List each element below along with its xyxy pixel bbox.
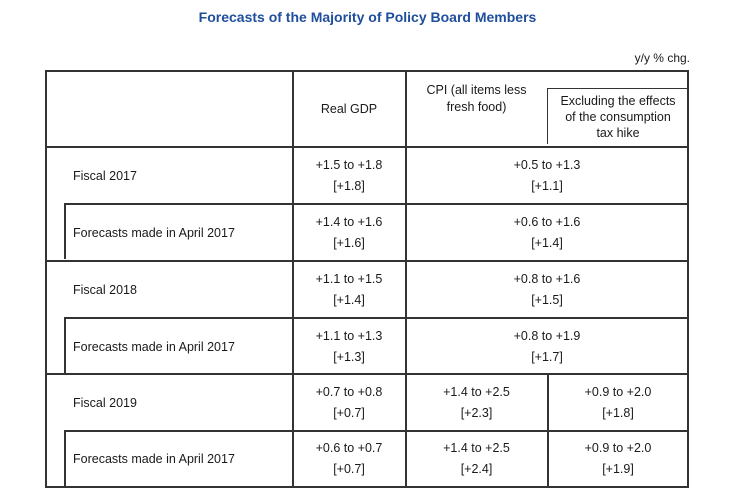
cpi-range: +0.8 to +1.6	[513, 271, 581, 286]
row-label-fiscal-2018: Fiscal 2018	[73, 282, 137, 297]
cpi-median: [+2.3]	[460, 405, 493, 420]
header-excl-tax: Excluding the effects of the consumption…	[547, 88, 688, 144]
forecast-table: Real GDP CPI (all items less fresh food)…	[45, 70, 689, 488]
excl-range: +0.9 to +2.0	[584, 384, 652, 399]
cpi-range: +1.4 to +2.5	[443, 384, 510, 399]
gdp-cell: +1.1 to +1.5 [+1.4]	[293, 262, 405, 317]
gdp-median: [+1.4]	[333, 292, 365, 307]
gdp-cell: +1.4 to +1.6 [+1.6]	[293, 205, 405, 260]
gdp-cell: +1.1 to +1.3 [+1.3]	[293, 319, 405, 374]
excl-median: [+1.8]	[602, 405, 634, 420]
row-label-fiscal-2019: Fiscal 2019	[73, 395, 137, 410]
gdp-cell: +0.7 to +0.8 [+0.7]	[293, 375, 405, 430]
gdp-median: [+0.7]	[333, 405, 365, 420]
cpi-range: +0.8 to +1.9	[513, 328, 581, 343]
gdp-cell: +1.5 to +1.8 [+1.8]	[293, 148, 405, 203]
excl-median: [+1.9]	[602, 462, 634, 476]
row-label-april-2017: Forecasts made in April 2017	[73, 339, 235, 354]
row-label-april-2017: Forecasts made in April 2017	[73, 452, 235, 466]
gdp-cell: +0.6 to +0.7 [+0.7]	[293, 432, 405, 486]
gdp-range: +0.6 to +0.7	[315, 441, 383, 455]
cpi-range: +0.5 to +1.3	[513, 157, 581, 172]
cpi-cell: +1.4 to +2.5 [+2.4]	[406, 432, 547, 486]
cpi-cell: +1.4 to +2.5 [+2.3]	[406, 375, 547, 430]
cpi-median: [+1.5]	[531, 292, 563, 307]
cpi-cell: +0.8 to +1.6 [+1.5]	[406, 262, 688, 317]
header-excl-line1: Excluding the effects	[560, 93, 676, 108]
cpi-range: +1.4 to +2.5	[443, 441, 510, 455]
header-excl-line2: of the consumption	[565, 109, 671, 124]
header-cpi: CPI (all items less fresh food)	[406, 82, 547, 122]
header-real-gdp: Real GDP	[293, 72, 405, 146]
cpi-median: [+1.4]	[531, 235, 563, 250]
gdp-range: +0.7 to +0.8	[315, 384, 383, 399]
gdp-median: [+1.8]	[333, 178, 365, 193]
gdp-range: +1.5 to +1.8	[315, 157, 383, 172]
gdp-median: [+1.3]	[333, 349, 365, 364]
header-cpi-line1: CPI (all items less	[426, 83, 527, 97]
excl-range: +0.9 to +2.0	[584, 441, 652, 455]
header-real-gdp-label: Real GDP	[320, 101, 378, 116]
row-label-fiscal-2017: Fiscal 2017	[73, 168, 137, 183]
cpi-cell: +0.8 to +1.9 [+1.7]	[406, 319, 688, 374]
cpi-cell: +0.6 to +1.6 [+1.4]	[406, 205, 688, 260]
gdp-median: [+1.6]	[333, 235, 365, 250]
unit-note: y/y % chg.	[634, 51, 690, 65]
gdp-median: [+0.7]	[333, 462, 365, 476]
gdp-range: +1.1 to +1.5	[315, 271, 383, 286]
cpi-range: +0.6 to +1.6	[513, 214, 581, 229]
page-title: Forecasts of the Majority of Policy Boar…	[198, 9, 537, 25]
cpi-median: [+1.7]	[531, 349, 563, 364]
cpi-cell: +0.5 to +1.3 [+1.1]	[406, 148, 688, 203]
header-excl-line3: tax hike	[596, 125, 640, 140]
cpi-median: [+2.4]	[460, 462, 493, 476]
excl-cell: +0.9 to +2.0 [+1.8]	[548, 375, 688, 430]
gdp-range: +1.4 to +1.6	[315, 214, 383, 229]
gdp-range: +1.1 to +1.3	[315, 328, 383, 343]
header-cpi-line2: fresh food)	[446, 100, 507, 114]
excl-cell: +0.9 to +2.0 [+1.9]	[548, 432, 688, 486]
row-label-april-2017: Forecasts made in April 2017	[73, 225, 235, 240]
cpi-median: [+1.1]	[531, 178, 563, 193]
